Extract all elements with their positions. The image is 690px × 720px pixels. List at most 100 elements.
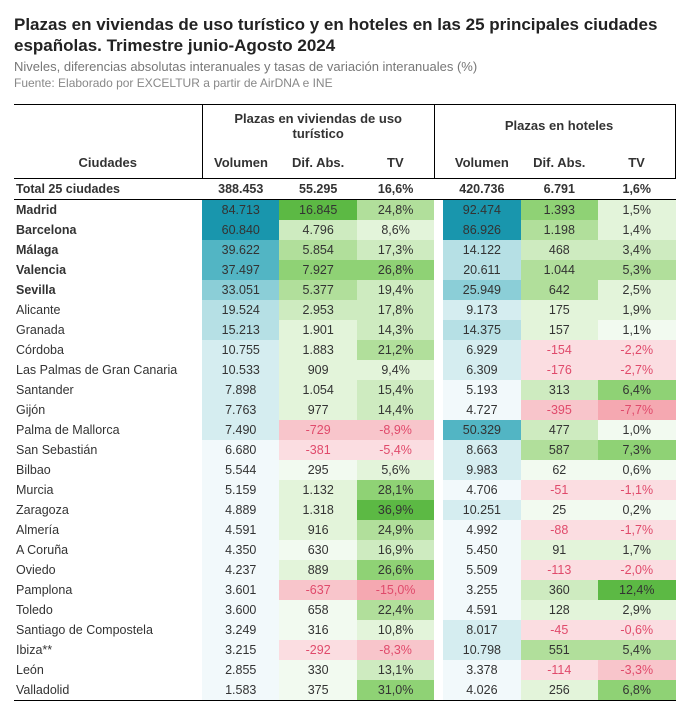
cell-v2: 86.926 [443,220,520,240]
total-t1: 16,6% [357,178,434,199]
cell-v1: 3.249 [202,620,279,640]
cell-d2: 360 [521,580,598,600]
cell-d2: 62 [521,460,598,480]
cell-t1: -8,3% [357,640,434,660]
cell-v2: 50.329 [443,420,520,440]
cell-t2: -2,7% [598,360,675,380]
cell-v1: 2.855 [202,660,279,680]
table-row: Las Palmas de Gran Canaria10.5339099,4%6… [14,360,676,380]
col-tv2: TV [598,147,675,179]
cell-v2: 25.949 [443,280,520,300]
city-name: Santander [14,380,202,400]
cell-t1: 14,4% [357,400,434,420]
table-row: Toledo3.60065822,4%4.5911282,9% [14,600,676,620]
table-row: Palma de Mallorca7.490-729-8,9%50.329477… [14,420,676,440]
cell-t1: 31,0% [357,680,434,701]
cell-t2: -0,6% [598,620,675,640]
gap [434,440,443,460]
group-header-hotels: Plazas en hoteles [443,104,675,147]
cell-d2: -395 [521,400,598,420]
cell-d2: 313 [521,380,598,400]
cell-d1: 5.377 [279,280,356,300]
cell-v1: 10.755 [202,340,279,360]
city-name: Alicante [14,300,202,320]
cell-t2: -2,2% [598,340,675,360]
gap [434,340,443,360]
gap [434,400,443,420]
table-row: Sevilla33.0515.37719,4%25.9496422,5% [14,280,676,300]
city-name: Gijón [14,400,202,420]
table-row: Pamplona3.601-637-15,0%3.25536012,4% [14,580,676,600]
table-row: Madrid84.71316.84524,8%92.4741.3931,5% [14,199,676,220]
gap [434,660,443,680]
cell-t1: 14,3% [357,320,434,340]
cell-v1: 7.898 [202,380,279,400]
gap [434,220,443,240]
cell-t2: 5,3% [598,260,675,280]
table-row: Almería4.59191624,9%4.992-88-1,7% [14,520,676,540]
cell-d2: -51 [521,480,598,500]
cell-d2: -114 [521,660,598,680]
cell-v1: 4.350 [202,540,279,560]
city-name: Oviedo [14,560,202,580]
cell-v1: 60.840 [202,220,279,240]
cell-d1: 889 [279,560,356,580]
cell-t1: 16,9% [357,540,434,560]
table-row: Córdoba10.7551.88321,2%6.929-154-2,2% [14,340,676,360]
cell-v1: 39.622 [202,240,279,260]
cell-d2: 587 [521,440,598,460]
cell-v2: 20.611 [443,260,520,280]
page-title: Plazas en viviendas de uso turístico y e… [14,14,676,57]
cell-d1: 4.796 [279,220,356,240]
cell-t2: 5,4% [598,640,675,660]
page-subtitle: Niveles, diferencias absolutas interanua… [14,59,676,74]
gap [434,199,443,220]
cell-d1: 5.854 [279,240,356,260]
cell-v1: 3.600 [202,600,279,620]
cell-v1: 4.237 [202,560,279,580]
cell-t1: 24,9% [357,520,434,540]
total-d1: 55.295 [279,178,356,199]
cell-t2: 1,1% [598,320,675,340]
cell-v1: 33.051 [202,280,279,300]
col-gap [434,147,443,179]
cell-t1: 21,2% [357,340,434,360]
cell-t2: 1,4% [598,220,675,240]
cell-v2: 8.017 [443,620,520,640]
city-name: Murcia [14,480,202,500]
table-row: León2.85533013,1%3.378-114-3,3% [14,660,676,680]
gap [434,460,443,480]
cell-t1: 17,8% [357,300,434,320]
cell-d2: 256 [521,680,598,701]
cell-t2: -3,3% [598,660,675,680]
cell-v2: 14.375 [443,320,520,340]
table-row: Granada15.2131.90114,3%14.3751571,1% [14,320,676,340]
cell-d1: 977 [279,400,356,420]
city-name: Madrid [14,199,202,220]
cell-v1: 10.533 [202,360,279,380]
cell-d1: 909 [279,360,356,380]
total-city: Total 25 ciudades [14,178,202,199]
cell-d2: 1.198 [521,220,598,240]
cell-t2: 7,3% [598,440,675,460]
cell-t2: 6,4% [598,380,675,400]
cell-t2: 1,5% [598,199,675,220]
city-name: Palma de Mallorca [14,420,202,440]
total-row: Total 25 ciudades388.45355.29516,6%420.7… [14,178,676,199]
cell-d1: 658 [279,600,356,620]
city-name: Ibiza** [14,640,202,660]
cell-v2: 8.663 [443,440,520,460]
cell-v1: 5.159 [202,480,279,500]
cell-t2: 1,9% [598,300,675,320]
cell-t1: 17,3% [357,240,434,260]
cell-d1: 1.318 [279,500,356,520]
gap [434,600,443,620]
cell-d1: 16.845 [279,199,356,220]
cell-d2: 642 [521,280,598,300]
gap [434,360,443,380]
cell-t2: 0,6% [598,460,675,480]
cell-d1: -292 [279,640,356,660]
cell-t1: -5,4% [357,440,434,460]
page-source: Fuente: Elaborado por EXCELTUR a partir … [14,76,676,90]
cell-d1: 1.054 [279,380,356,400]
